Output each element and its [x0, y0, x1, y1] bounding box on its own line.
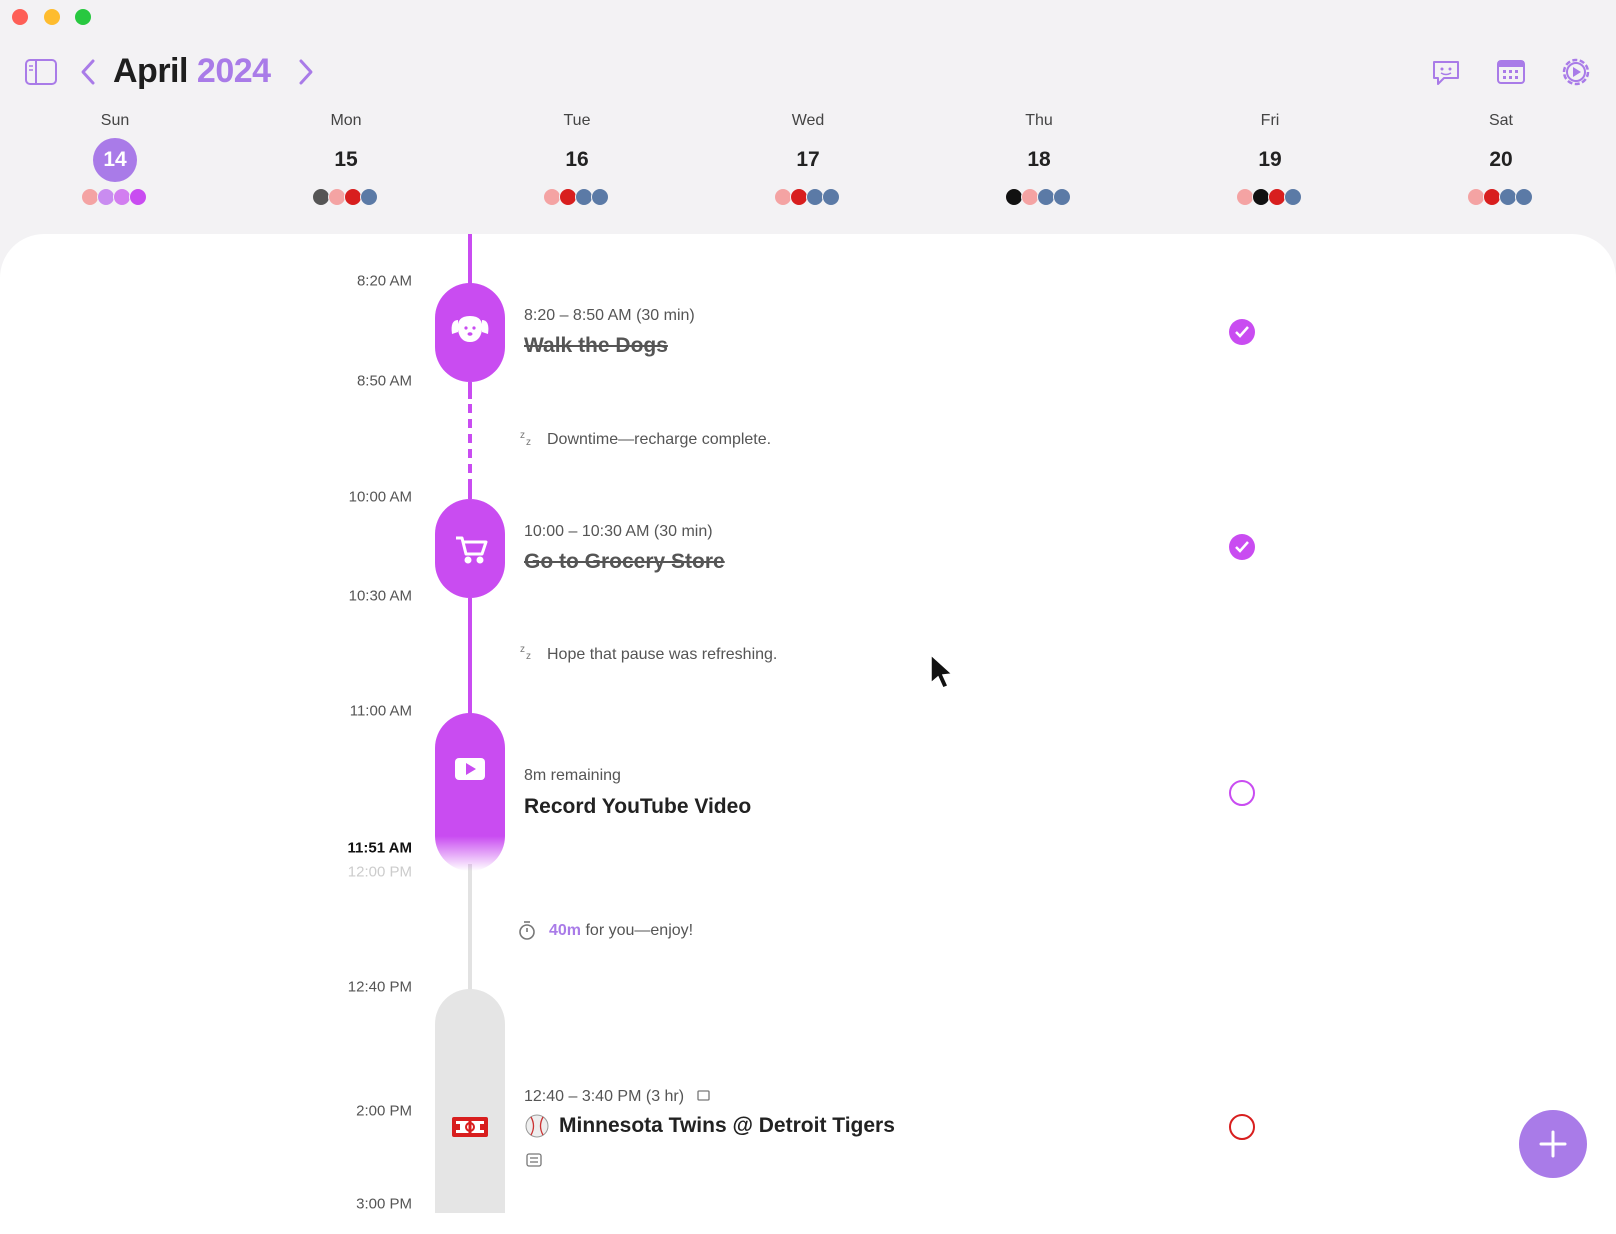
zoom-button[interactable] [75, 9, 91, 25]
close-button[interactable] [12, 9, 28, 25]
free-time-amount: 40m [549, 922, 582, 939]
sports-icon [452, 1117, 488, 1137]
day-event-dots [774, 188, 842, 206]
baseball-icon [525, 1114, 549, 1138]
month: April [113, 52, 188, 90]
day-event-dots [81, 188, 149, 206]
calendar-button[interactable] [1496, 58, 1526, 86]
weekday-label: Sun [100, 112, 130, 129]
task-title[interactable]: Record YouTube Video [524, 795, 752, 818]
weekday-label: Tue [563, 112, 591, 129]
task-pill[interactable] [435, 713, 505, 871]
cart-icon [456, 536, 488, 564]
event-dot [360, 188, 378, 206]
event-dot [1284, 188, 1302, 206]
day-number[interactable]: 19 [1258, 148, 1282, 171]
checkbox[interactable] [1229, 1114, 1255, 1140]
event-dot [1515, 188, 1533, 206]
weekday-label: Fri [1260, 112, 1280, 129]
day-number[interactable]: 15 [334, 148, 358, 171]
free-time: 40m for you—enjoy! [549, 922, 693, 940]
time-label: 10:00 AM [348, 488, 412, 506]
time-label: 8:20 AM [356, 272, 412, 290]
free-time-text: for you—enjoy! [585, 922, 694, 939]
svg-text:z: z [526, 651, 531, 662]
previous-week[interactable] [78, 58, 98, 86]
event-dot [1053, 188, 1071, 206]
task-pill[interactable] [435, 989, 505, 1213]
task-title[interactable]: Walk the Dogs [524, 334, 668, 357]
minimize-button[interactable] [44, 9, 60, 25]
checkbox[interactable] [1229, 780, 1255, 806]
completed-checkbox[interactable] [1229, 319, 1255, 345]
weekday-label: Wed [791, 112, 825, 129]
day-event-dots [312, 188, 380, 206]
video-icon [455, 758, 485, 780]
event-dot [822, 188, 840, 206]
break-message: Downtime—recharge complete. [547, 431, 772, 448]
svg-text:z: z [520, 644, 525, 655]
svg-text:z: z [526, 437, 531, 448]
time-label: 12:40 PM [347, 978, 412, 996]
timer-icon [519, 921, 535, 940]
time-label: 3:00 PM [356, 1195, 412, 1213]
event-dot [591, 188, 609, 206]
task-title[interactable]: Go to Grocery Store [524, 550, 725, 573]
sidebar-toggle[interactable] [24, 58, 58, 86]
weekday-label: Sat [1488, 112, 1513, 129]
task-title[interactable]: Minnesota Twins @ Detroit Tigers [559, 1114, 895, 1137]
day-number[interactable]: 16 [565, 148, 589, 171]
settings-button[interactable] [1560, 56, 1592, 88]
day-event-dots [1236, 188, 1304, 206]
day-number[interactable]: 18 [1027, 148, 1051, 171]
month-title: April 2024 [113, 52, 271, 91]
weekday-label: Thu [1025, 112, 1053, 129]
task-time: 8:20 – 8:50 AM (30 min) [524, 307, 695, 324]
weekday-label: Mon [330, 112, 362, 129]
break-message: Hope that pause was refreshing. [547, 646, 778, 663]
year: 2024 [196, 52, 271, 90]
event-dot [129, 188, 147, 206]
next-week[interactable] [296, 58, 316, 86]
day-event-dots [1467, 188, 1535, 206]
mouse-cursor [930, 653, 954, 689]
time-label: 8:50 AM [356, 372, 412, 390]
day-event-dots [543, 188, 611, 206]
time-label: 10:30 AM [348, 587, 412, 605]
time-label: 12:00 PM [347, 863, 412, 881]
time-label: 2:00 PM [356, 1102, 412, 1120]
timeline-panel [0, 234, 1616, 1234]
dog-icon [451, 316, 489, 342]
day-event-dots [1005, 188, 1073, 206]
notes-icon [526, 1153, 542, 1167]
task-pill[interactable] [435, 499, 505, 598]
time-label: 11:00 AM [349, 702, 412, 720]
window-controls [12, 9, 91, 25]
svg-text:z: z [520, 430, 525, 441]
calendar-badge [697, 1090, 710, 1101]
day-number[interactable]: 14 [93, 138, 137, 182]
feedback-button[interactable] [1430, 58, 1462, 88]
completed-checkbox[interactable] [1229, 534, 1255, 560]
day-number[interactable]: 20 [1489, 148, 1513, 171]
task-time: 10:00 – 10:30 AM (30 min) [524, 523, 713, 540]
day-number[interactable]: 17 [796, 148, 820, 171]
task-time: 12:40 – 3:40 PM (3 hr) [524, 1088, 685, 1105]
task-time: 8m remaining [524, 767, 621, 784]
current-time: 11:51 AM [347, 839, 412, 857]
add-task-button[interactable] [1519, 1110, 1587, 1178]
